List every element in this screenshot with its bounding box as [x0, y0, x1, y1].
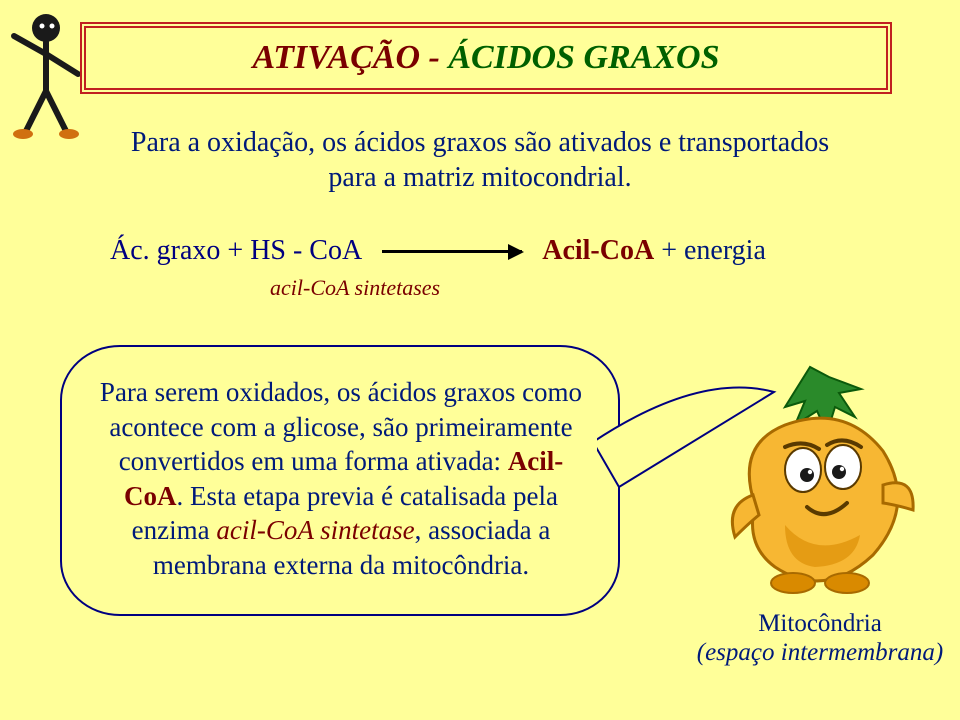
reaction-energy: + energia [661, 235, 766, 266]
intro-text: Para a oxidação, os ácidos graxos são at… [120, 125, 840, 195]
bubble-body: Para serem oxidados, os ácidos graxos co… [60, 345, 620, 616]
mito-main: Mitocôndria [685, 610, 955, 639]
mito-sub: (espaço intermembrana) [685, 639, 955, 668]
reaction-line: Ác. graxo + HS - CoA Acil-CoA + energia [110, 235, 850, 267]
arrow-icon [382, 250, 522, 253]
intro-line: Para a oxidação, os ácidos graxos são at… [131, 127, 829, 193]
title-part2: ÁCIDOS GRAXOS [448, 39, 719, 76]
title-box: ATIVAÇÃO - ÁCIDOS GRAXOS [80, 22, 892, 94]
title-part1: ATIVAÇÃO - [252, 39, 448, 76]
reaction-enzyme-label: acil-CoA sintetases [270, 275, 440, 301]
reaction-left: Ác. graxo + HS - CoA [110, 235, 362, 267]
stickman-icon [6, 6, 86, 146]
reaction-product: Acil-CoA [542, 235, 654, 266]
speech-bubble: Para serem oxidados, os ácidos graxos co… [60, 345, 620, 616]
reaction-block: Ác. graxo + HS - CoA Acil-CoA + energia … [110, 235, 850, 267]
bubble-tail-icon [579, 367, 789, 547]
bubble-enzyme: acil-CoA sintetase [216, 515, 414, 545]
title-text: ATIVAÇÃO - ÁCIDOS GRAXOS [252, 39, 719, 77]
mitochondria-label: Mitocôndria (espaço intermembrana) [685, 610, 955, 668]
